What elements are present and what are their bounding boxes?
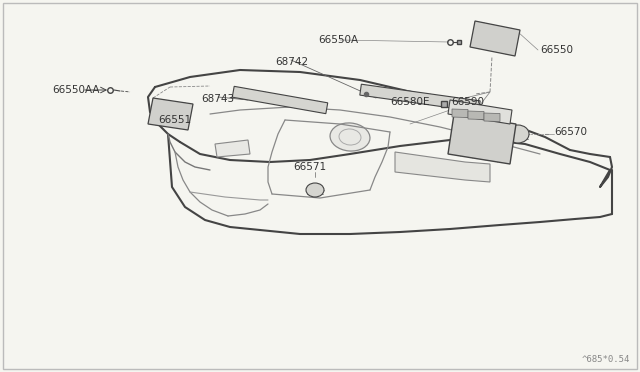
Ellipse shape [306, 183, 324, 197]
Text: 66551: 66551 [159, 115, 191, 125]
Polygon shape [215, 140, 250, 157]
Text: 66570: 66570 [554, 127, 587, 137]
Text: 66571: 66571 [293, 162, 326, 172]
Polygon shape [148, 98, 193, 130]
Text: 66580E: 66580E [390, 97, 429, 107]
Polygon shape [448, 114, 516, 164]
Polygon shape [452, 109, 468, 118]
Text: 66550: 66550 [540, 45, 573, 55]
Polygon shape [232, 86, 328, 114]
Ellipse shape [330, 123, 370, 151]
Text: ^685*0.54: ^685*0.54 [582, 355, 630, 364]
Polygon shape [448, 100, 512, 124]
Text: 66550A: 66550A [318, 35, 358, 45]
Polygon shape [360, 84, 480, 112]
Ellipse shape [507, 125, 529, 143]
Polygon shape [484, 113, 500, 122]
Text: 68742: 68742 [275, 57, 308, 67]
Polygon shape [468, 111, 484, 119]
Polygon shape [395, 152, 490, 182]
Text: 68743: 68743 [202, 94, 235, 104]
Polygon shape [470, 21, 520, 56]
Text: 66550AA: 66550AA [52, 85, 99, 95]
Text: 66590: 66590 [451, 97, 484, 107]
